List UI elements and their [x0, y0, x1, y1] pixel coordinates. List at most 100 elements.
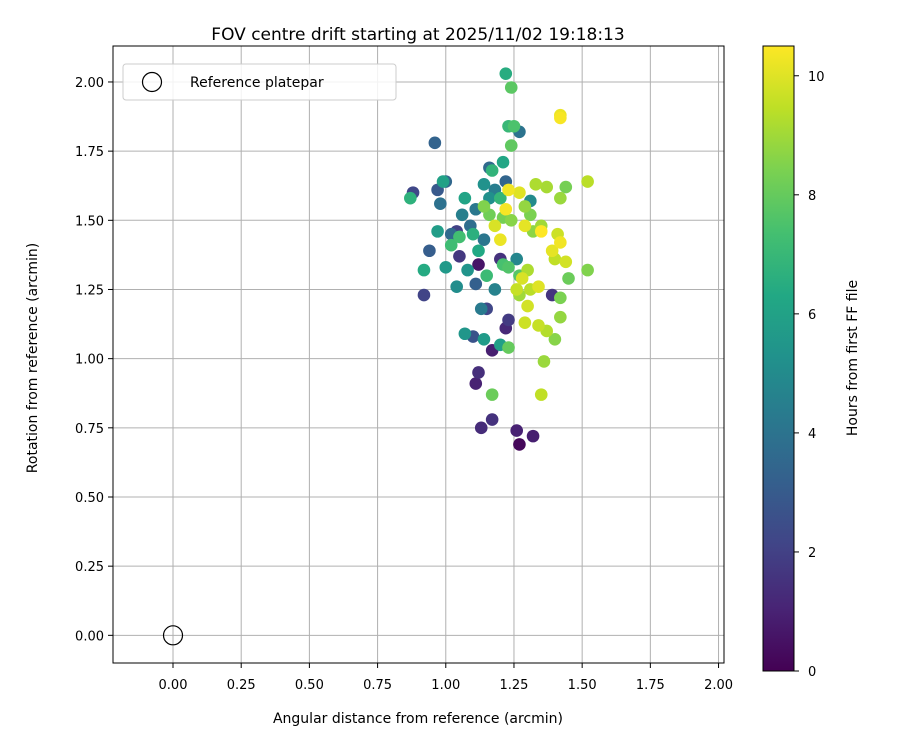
- data-point: [472, 244, 485, 258]
- data-point: [554, 191, 567, 205]
- data-point: [494, 233, 507, 246]
- x-tick-label: 1.25: [499, 678, 528, 693]
- plot-frame: [112, 45, 725, 664]
- data-point: [458, 191, 472, 205]
- x-tick-label: 0.00: [159, 678, 188, 693]
- data-point: [510, 283, 523, 296]
- data-point: [496, 155, 510, 169]
- y-tick-label: 0.25: [75, 560, 104, 575]
- data-point: [534, 225, 548, 238]
- data-point: [466, 227, 480, 241]
- data-point: [485, 388, 499, 401]
- data-point: [548, 332, 562, 346]
- data-point: [540, 180, 554, 194]
- data-point: [554, 291, 567, 305]
- legend-label: Reference platepar: [190, 75, 324, 91]
- y-tick-label: 1.25: [75, 283, 104, 298]
- colorbar-ticks: 0 2 4 6 8 10: [794, 70, 825, 680]
- data-point: [510, 424, 523, 437]
- data-point: [526, 429, 540, 443]
- y-tick-label: 0.50: [75, 491, 104, 506]
- x-tick-label: 2.00: [704, 678, 733, 693]
- data-point: [513, 186, 526, 199]
- data-point: [417, 263, 431, 277]
- y-tick-label: 1.50: [75, 214, 104, 229]
- y-tick-label: 1.00: [75, 353, 104, 368]
- data-point: [518, 219, 532, 233]
- y-axis-label: Rotation from reference (arcmin): [25, 243, 41, 473]
- x-axis-ticks: 0.00 0.25 0.50 0.75 1.00 1.25 1.50 1.75 2.00: [159, 663, 733, 693]
- data-point: [417, 288, 431, 302]
- x-tick-label: 1.00: [431, 678, 460, 693]
- data-point: [554, 310, 567, 324]
- data-point: [537, 355, 551, 368]
- data-point: [488, 219, 502, 233]
- colorbar-tick-label: 8: [808, 189, 816, 204]
- scatter-points: [404, 67, 594, 451]
- legend-box: [122, 63, 397, 101]
- data-point: [499, 67, 513, 80]
- x-tick-label: 0.75: [363, 678, 392, 693]
- data-point: [534, 388, 548, 401]
- data-point: [502, 183, 515, 197]
- data-point: [488, 283, 502, 296]
- reference-marker: [162, 625, 184, 646]
- data-point: [494, 191, 507, 205]
- data-point: [532, 319, 545, 332]
- data-point: [502, 341, 515, 354]
- data-point: [507, 119, 521, 133]
- data-point: [485, 413, 499, 426]
- data-point: [469, 277, 483, 291]
- colorbar-tick-label: 4: [808, 427, 816, 442]
- colorbar-gradient: [762, 45, 795, 672]
- reference-point: [162, 625, 184, 646]
- data-point: [444, 238, 458, 252]
- chart-title: FOV centre drift starting at 2025/11/02 …: [211, 25, 624, 45]
- data-point: [477, 233, 491, 246]
- data-point: [504, 81, 518, 94]
- data-point: [513, 438, 526, 451]
- data-point: [502, 313, 515, 327]
- colorbar-tick-label: 10: [808, 70, 825, 85]
- colorbar-tick-label: 2: [808, 546, 816, 561]
- data-point: [562, 272, 575, 285]
- data-point: [428, 136, 442, 150]
- data-point: [545, 244, 559, 258]
- data-point: [510, 252, 523, 266]
- x-tick-label: 1.50: [568, 678, 597, 693]
- data-point: [436, 175, 450, 188]
- data-point: [518, 200, 532, 213]
- y-tick-label: 1.75: [75, 145, 104, 160]
- data-point: [469, 377, 483, 390]
- data-point: [474, 421, 488, 435]
- data-point: [434, 197, 447, 211]
- data-point: [461, 263, 474, 277]
- colorbar: 0 2 4 6 8 10 Hours from first FF file: [762, 45, 861, 680]
- data-point: [559, 255, 573, 269]
- data-point: [474, 302, 488, 316]
- data-point: [453, 249, 466, 263]
- data-point: [485, 164, 499, 177]
- x-tick-label: 1.75: [636, 678, 665, 693]
- data-point: [504, 214, 518, 227]
- data-point: [450, 280, 463, 294]
- data-point: [554, 236, 567, 249]
- y-tick-label: 0.00: [75, 629, 104, 644]
- data-point: [455, 208, 469, 222]
- legend: Reference platepar: [122, 63, 397, 101]
- data-point: [515, 272, 529, 285]
- data-point: [532, 280, 545, 294]
- colorbar-label: Hours from first FF file: [845, 280, 861, 436]
- data-point: [559, 180, 573, 194]
- data-point: [439, 261, 453, 274]
- y-tick-label: 2.00: [75, 76, 104, 91]
- data-point: [477, 332, 491, 346]
- data-point: [477, 200, 491, 213]
- y-tick-label: 0.75: [75, 422, 104, 437]
- data-point: [453, 230, 466, 244]
- x-tick-label: 0.50: [295, 678, 324, 693]
- data-point: [477, 178, 491, 191]
- data-point: [404, 191, 417, 205]
- grid-lines: [113, 46, 724, 663]
